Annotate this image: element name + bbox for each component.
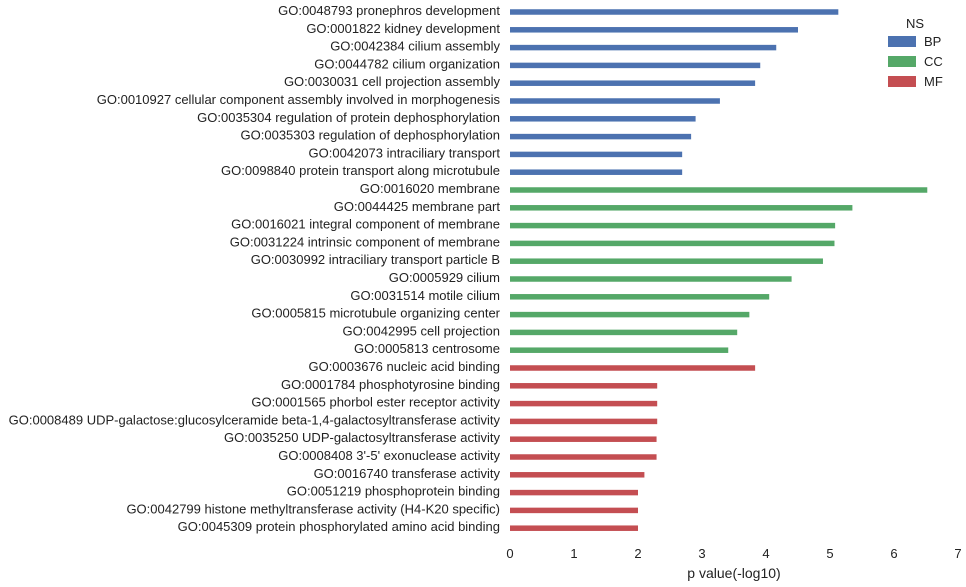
category-label: GO:0035250 UDP-galactosyltransferase act… <box>224 430 501 445</box>
category-label: GO:0044782 cilium organization <box>314 56 500 71</box>
category-label: GO:0001565 phorbol ester receptor activi… <box>251 395 500 410</box>
category-label: GO:0051219 phosphoprotein binding <box>287 484 500 499</box>
bar-bp <box>510 98 720 104</box>
category-label: GO:0005929 cilium <box>389 270 500 285</box>
legend-title: NS <box>906 16 924 31</box>
legend-swatch-bp <box>888 36 916 47</box>
legend-label-bp: BP <box>924 34 941 49</box>
bar-mf <box>510 525 638 531</box>
bar-bp <box>510 116 696 122</box>
category-label: GO:0001784 phosphotyrosine binding <box>281 377 500 392</box>
bar-cc <box>510 294 770 300</box>
legend-swatch-mf <box>888 76 916 87</box>
bar-mf <box>510 507 638 514</box>
x-tick-label: 5 <box>826 546 833 561</box>
bar-bp <box>510 151 683 158</box>
x-tick-label: 6 <box>890 546 897 561</box>
category-label: GO:0030992 intraciliary transport partic… <box>251 252 500 267</box>
bar-bp <box>510 27 798 33</box>
bar-cc <box>510 311 750 318</box>
category-label: GO:0044425 membrane part <box>334 199 501 214</box>
category-label: GO:0010927 cellular component assembly i… <box>97 92 501 107</box>
bar-mf <box>510 418 658 425</box>
bar-mf <box>510 454 657 460</box>
legend: NS BP CC MF <box>888 16 943 89</box>
legend-label-cc: CC <box>924 54 943 69</box>
category-label: GO:0016020 membrane <box>360 181 500 196</box>
bar-mf <box>510 383 658 389</box>
bar-bp <box>510 80 756 86</box>
legend-swatch-cc <box>888 56 916 67</box>
bar-mf <box>510 472 645 478</box>
category-label: GO:0042384 cilium assembly <box>330 39 500 54</box>
category-label: GO:0035304 regulation of protein dephosp… <box>197 110 500 125</box>
category-label: GO:0001822 kidney development <box>306 21 500 36</box>
category-label: GO:0048793 pronephros development <box>278 3 500 18</box>
bar-mf <box>510 436 657 442</box>
bar-bp <box>510 62 761 69</box>
x-tick-label: 1 <box>570 546 577 561</box>
x-tick-label: 7 <box>954 546 961 561</box>
category-label: GO:0042073 intraciliary transport <box>309 145 501 160</box>
bar-mf <box>510 489 638 496</box>
x-tick-label: 4 <box>762 546 769 561</box>
bar-bp <box>510 9 839 15</box>
bar-bp <box>510 169 683 175</box>
category-label: GO:0035303 regulation of dephosphorylati… <box>241 128 500 143</box>
category-label: GO:0045309 protein phosphorylated amino … <box>178 519 500 534</box>
category-label: GO:0042799 histone methyltransferase act… <box>126 501 500 516</box>
category-label: GO:0031514 motile cilium <box>350 288 500 303</box>
bar-mf <box>510 365 756 371</box>
category-label: GO:0008489 UDP-galactose:glucosylceramid… <box>9 412 501 427</box>
bar-cc <box>510 187 928 193</box>
bar-bp <box>510 44 777 51</box>
bar-cc <box>510 222 836 229</box>
bar-cc <box>510 258 823 264</box>
category-labels: GO:0048793 pronephros development GO:0001… <box>9 3 501 534</box>
category-label: GO:0016021 integral component of membran… <box>231 217 500 232</box>
category-label: GO:0042995 cell projection <box>342 323 500 338</box>
x-tick-label: 3 <box>698 546 705 561</box>
x-tick-label: 2 <box>634 546 641 561</box>
category-label: GO:0005813 centrosome <box>354 341 500 356</box>
x-axis: 0 1 2 3 4 5 6 7 <box>506 546 961 561</box>
bar-bp <box>510 133 692 140</box>
bar-cc <box>510 329 738 336</box>
bar-cc <box>510 205 853 211</box>
category-label: GO:0003676 nucleic acid binding <box>308 359 500 374</box>
bar-cc <box>510 276 792 282</box>
category-label: GO:0031224 intrinsic component of membra… <box>230 234 500 249</box>
category-label: GO:0016740 transferase activity <box>314 466 501 481</box>
category-label: GO:0008408 3'-5' exonuclease activity <box>278 448 500 463</box>
bar-cc <box>510 347 729 353</box>
x-tick-label: 0 <box>506 546 513 561</box>
category-label: GO:0030031 cell projection assembly <box>284 74 501 89</box>
bar-mf <box>510 400 658 407</box>
bars-layer <box>510 9 928 531</box>
bar-cc <box>510 240 835 247</box>
category-label: GO:0005815 microtubule organizing center <box>251 306 500 321</box>
legend-label-mf: MF <box>924 74 943 89</box>
x-axis-title: p value(-log10) <box>687 565 780 581</box>
category-label: GO:0098840 protein transport along micro… <box>221 163 500 178</box>
